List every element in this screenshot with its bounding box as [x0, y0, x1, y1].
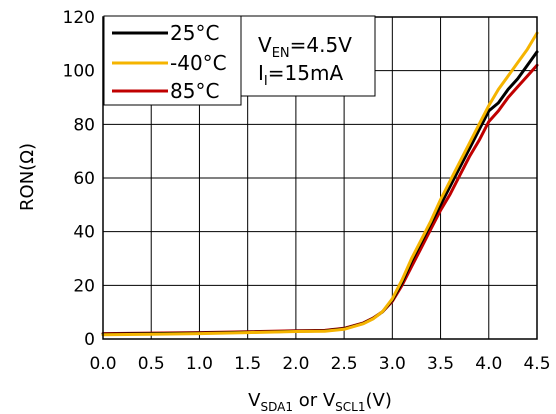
x-tick-label: 1.0	[186, 354, 213, 374]
y-tick-labels: 0 20 40 60 80 100 120	[63, 8, 95, 350]
x-label-sub1: SDA1	[260, 400, 293, 414]
annotation-ven: VEN=4.5V	[258, 33, 352, 61]
y-tick-label: 80	[73, 115, 95, 135]
ven-base: V	[258, 33, 272, 57]
series-layer	[101, 31, 539, 337]
conditions-annotation: VEN=4.5V II=15mA	[240, 15, 376, 97]
y-tick-label: 40	[73, 223, 95, 243]
x-tick-label: 0.0	[89, 354, 116, 374]
x-tick-label: 3.5	[427, 354, 454, 374]
x-axis-label: VSDA1 or VSCL1(V)	[248, 390, 392, 414]
il-base: I	[258, 61, 264, 85]
x-tick-label: 1.5	[234, 354, 261, 374]
legend-label-minus40c: -40°C	[170, 51, 227, 75]
ven-sub: EN	[272, 46, 290, 61]
annotation-il: II=15mA	[258, 61, 343, 89]
y-axis-label: RON(Ω)	[17, 143, 38, 211]
x-tick-label: 3.0	[379, 354, 406, 374]
x-tick-label: 2.0	[282, 354, 309, 374]
x-label-base1: V	[248, 390, 261, 411]
legend: 25°C -40°C 85°C	[103, 15, 242, 106]
y-tick-label: 120	[63, 8, 95, 28]
annotation-box	[240, 15, 376, 97]
il-sub: I	[264, 74, 268, 89]
x-tick-labels: 0.0 0.5 1.0 1.5 2.0 2.5 3.0 3.5 4.0 4.5	[89, 354, 550, 374]
x-label-tail: (V)	[365, 390, 391, 411]
x-label-mid: or V	[293, 390, 336, 411]
legend-label-85c: 85°C	[170, 79, 219, 103]
series-line-1	[101, 31, 539, 337]
x-tick-label: 2.5	[331, 354, 358, 374]
il-value: =15mA	[268, 61, 344, 85]
y-tick-label: 0	[84, 330, 95, 350]
y-tick-label: 20	[73, 276, 95, 296]
y-tick-label: 100	[63, 62, 95, 82]
y-tick-label: 60	[73, 169, 95, 189]
legend-label-25c: 25°C	[170, 21, 219, 45]
x-tick-label: 4.0	[475, 354, 502, 374]
x-tick-label: 4.5	[523, 354, 550, 374]
x-label-sub2: SCL1	[335, 400, 365, 414]
x-tick-label: 0.5	[138, 354, 165, 374]
ven-value: =4.5V	[290, 33, 353, 57]
